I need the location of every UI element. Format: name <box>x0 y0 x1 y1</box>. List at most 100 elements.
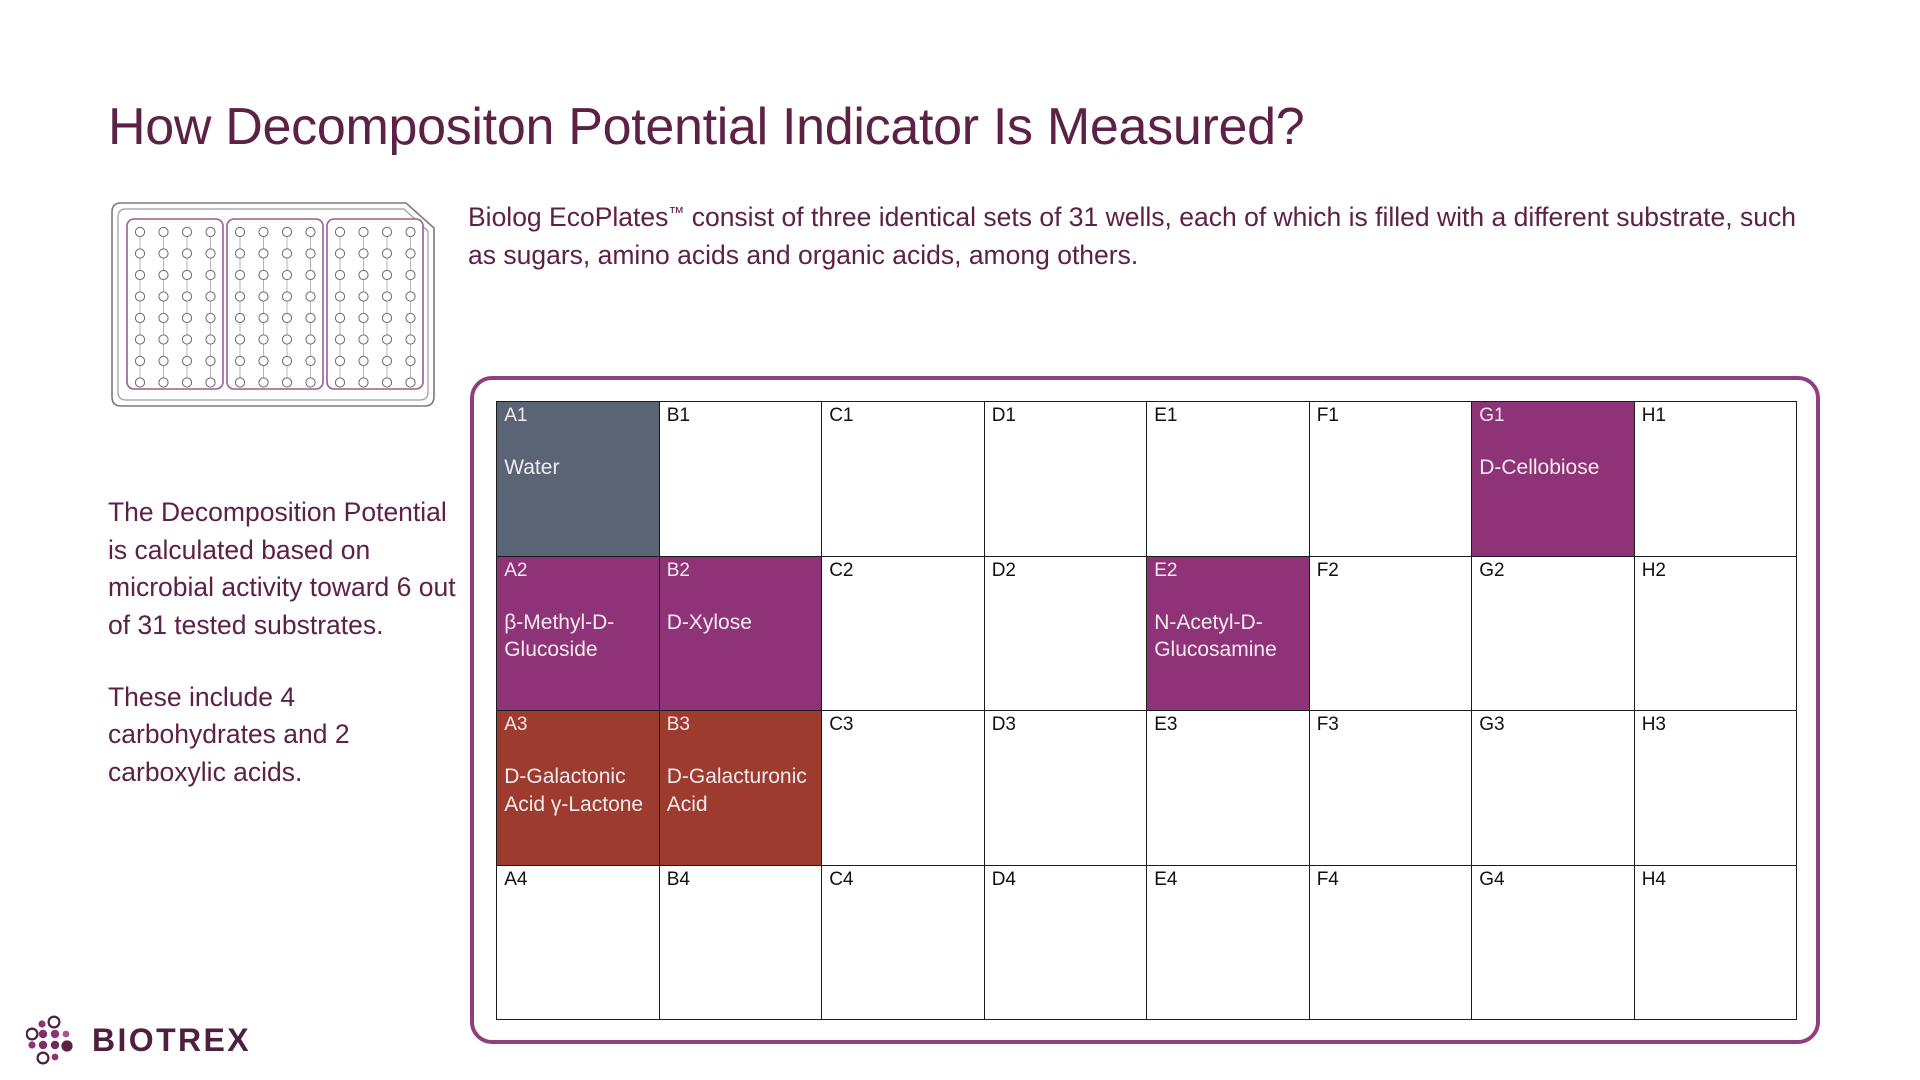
plate-well-circle <box>181 355 193 367</box>
well-id-label: F2 <box>1316 559 1339 581</box>
dot-matrix-icon <box>26 1015 73 1065</box>
plate-well-circle <box>305 355 316 367</box>
plate-well-circle <box>305 291 316 302</box>
well-d3[interactable]: D3 <box>983 710 1147 866</box>
plate-well-circle <box>381 248 393 259</box>
well-id-label: E4 <box>1154 868 1178 890</box>
well-g3[interactable]: G3 <box>1471 710 1635 866</box>
plate-well-circle <box>134 377 146 388</box>
plate-well-circle <box>258 291 269 302</box>
well-substrate-label: D-Galacturonic Acid <box>666 765 807 816</box>
plate-well-circle <box>258 269 269 281</box>
plate-set-outline <box>126 218 224 390</box>
plate-well-circle <box>381 269 393 281</box>
well-a4[interactable]: A4 <box>496 864 660 1020</box>
well-c3[interactable]: C3 <box>821 710 985 866</box>
plate-well-circle <box>358 226 369 238</box>
plate-well-circle <box>305 312 316 324</box>
well-h1[interactable]: H1 <box>1633 401 1797 557</box>
plate-well-circle <box>181 312 193 324</box>
trademark-symbol: ™ <box>668 205 685 222</box>
plate-well-circle <box>158 377 169 388</box>
well-b1[interactable]: B1 <box>658 401 822 557</box>
brand-logo: BIOTREX <box>26 1012 251 1068</box>
plate-well-circle <box>405 377 416 388</box>
plate-well-circle <box>205 377 216 388</box>
plate-well-circle <box>205 312 216 324</box>
well-h4[interactable]: H4 <box>1633 864 1797 1020</box>
well-d2[interactable]: D2 <box>983 555 1147 711</box>
well-id-label: E2 <box>1154 559 1178 581</box>
plate-well-circle <box>334 377 346 388</box>
plate-well-circle <box>234 248 246 259</box>
well-id-label: D2 <box>991 559 1016 581</box>
plate-well-circle <box>181 291 193 302</box>
well-d4[interactable]: D4 <box>983 864 1147 1020</box>
well-e3[interactable]: E3 <box>1146 710 1310 866</box>
well-c2[interactable]: C2 <box>821 555 985 711</box>
plate-well-circle <box>181 334 193 345</box>
well-id-label: A1 <box>504 405 528 427</box>
plate-well-circle <box>134 226 146 238</box>
well-f1[interactable]: F1 <box>1308 401 1472 557</box>
plate-well-circle <box>158 226 169 238</box>
plate-well-circle <box>334 226 346 238</box>
side-paragraph-2: These include 4 carbohydrates and 2 carb… <box>108 681 350 787</box>
well-e1[interactable]: E1 <box>1146 401 1310 557</box>
well-id-label: E3 <box>1154 714 1178 736</box>
plate-well-circle <box>281 226 293 238</box>
plate-well-circle <box>305 269 316 281</box>
well-e4[interactable]: E4 <box>1146 864 1310 1020</box>
well-b2[interactable]: B2 D-Xylose <box>658 555 822 711</box>
well-id-label: D3 <box>991 714 1016 736</box>
plate-well-circle <box>281 291 293 302</box>
well-g1[interactable]: G1 D-Cellobiose <box>1471 401 1635 557</box>
plate-well-circle <box>281 269 293 281</box>
well-b3[interactable]: B3 D-Galacturonic Acid <box>658 710 822 866</box>
plate-well-circle <box>181 248 193 259</box>
well-id-label: B4 <box>666 868 690 890</box>
well-id-label: H2 <box>1641 559 1666 581</box>
plate-well-circle <box>334 269 346 281</box>
plate-well-circle <box>334 312 346 324</box>
well-f2[interactable]: F2 <box>1308 555 1472 711</box>
well-h3[interactable]: H3 <box>1633 710 1797 866</box>
well-c1[interactable]: C1 <box>821 401 985 557</box>
plate-well-circle <box>205 269 216 281</box>
plate-well-circle <box>181 269 193 281</box>
well-b4[interactable]: B4 <box>658 864 822 1020</box>
plate-well-circle <box>234 355 246 367</box>
well-id-label: F1 <box>1316 405 1339 427</box>
well-c4[interactable]: C4 <box>821 864 985 1020</box>
plate-well-circle <box>134 355 146 367</box>
plate-well-circle <box>405 355 416 367</box>
plate-well-circle <box>158 291 169 302</box>
plate-well-circle <box>258 334 269 345</box>
well-a1[interactable]: A1 Water <box>496 401 660 557</box>
paragraph-spacer <box>108 645 460 679</box>
plate-well-circle <box>234 312 246 324</box>
well-f4[interactable]: F4 <box>1308 864 1472 1020</box>
intro-text-part2: consist of three identical sets of 31 we… <box>468 202 1796 271</box>
well-id-label: B2 <box>666 559 690 581</box>
well-d1[interactable]: D1 <box>983 401 1147 557</box>
well-g4[interactable]: G4 <box>1471 864 1635 1020</box>
well-a3[interactable]: A3 D-Galactonic Acid γ-Lactone <box>496 710 660 866</box>
plate-well-circle <box>258 226 269 238</box>
plate-well-circle <box>205 355 216 367</box>
plate-well-circle <box>205 334 216 345</box>
well-a2[interactable]: A2 β-Methyl-D-Glucoside <box>496 555 660 711</box>
well-id-label: A2 <box>504 559 528 581</box>
plate-well-circle <box>258 377 269 388</box>
well-f3[interactable]: F3 <box>1308 710 1472 866</box>
side-text-block: The Decomposition Potential is calculate… <box>108 494 460 791</box>
well-e2[interactable]: E2 N-Acetyl-D-Glucosamine <box>1146 555 1310 711</box>
well-g2[interactable]: G2 <box>1471 555 1635 711</box>
plate-well-circle <box>258 312 269 324</box>
plate-well-circle <box>181 226 193 238</box>
plate-well-circle <box>381 291 393 302</box>
plate-well-circle <box>258 355 269 367</box>
well-h2[interactable]: H2 <box>1633 555 1797 711</box>
plate-well-circle <box>358 269 369 281</box>
well-substrate-label: Water <box>504 456 560 480</box>
